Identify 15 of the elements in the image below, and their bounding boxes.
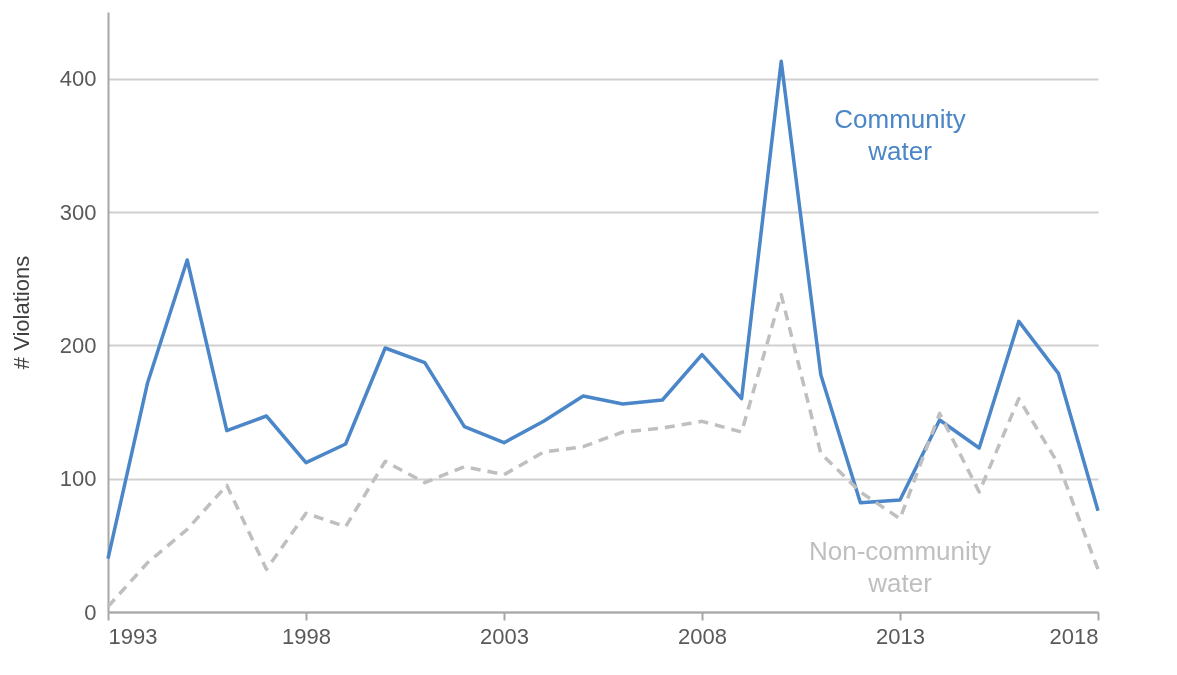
y-tick-label: 0 <box>84 599 97 625</box>
x-tick-label: 2018 <box>1049 623 1099 649</box>
series-label: Community water <box>834 104 966 166</box>
x-tick-label: 2013 <box>876 623 925 649</box>
y-tick-label: 200 <box>59 332 97 358</box>
series-label: Non-community water <box>808 536 992 598</box>
x-tick-label: 1998 <box>282 623 331 649</box>
x-tick-label: 2008 <box>678 623 727 649</box>
y-tick-label: 400 <box>59 66 97 92</box>
y-tick-label: 300 <box>59 199 97 225</box>
x-tick-label: 1993 <box>108 623 158 649</box>
y-axis-title: # Violations <box>8 255 34 370</box>
y-tick-label: 100 <box>59 466 97 492</box>
line-series <box>106 292 1100 609</box>
x-tick-label: 2003 <box>480 623 529 649</box>
